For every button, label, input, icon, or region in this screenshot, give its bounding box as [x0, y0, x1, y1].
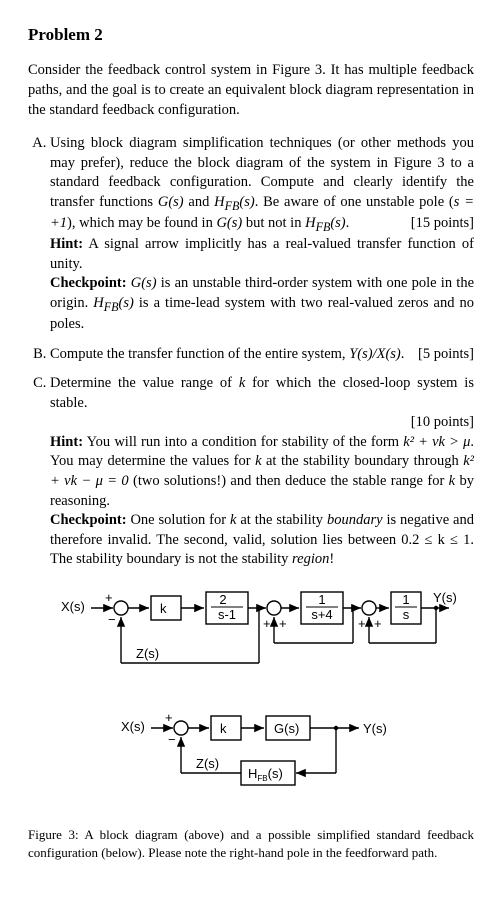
pc1: Determine the value range of [50, 375, 239, 391]
points-b: [5 points] [418, 345, 474, 365]
sum-junction-bottom [174, 721, 188, 735]
b1n: 2 [219, 592, 226, 607]
cpa-g: G(s) [131, 275, 157, 291]
t2: . Be aware of one unstable pole ( [255, 194, 454, 210]
bz: Z(s) [196, 756, 219, 771]
plus1: + [105, 590, 113, 605]
cc1: One solution for [127, 512, 230, 528]
plus2b: + [279, 616, 287, 631]
g2: G(s) [216, 215, 242, 231]
figure-caption: Figure 3: A block diagram (above) and a … [28, 826, 474, 861]
bminus: − [168, 732, 176, 747]
k-label-top: k [160, 601, 167, 616]
per: . [346, 215, 350, 231]
hfb2x: (s) [330, 215, 345, 231]
parts-list: Using block diagram simplification techn… [28, 134, 474, 570]
hfb-sfx: (s) [239, 194, 254, 210]
hfb-sub: FB [225, 199, 240, 213]
hfb: H [214, 194, 224, 210]
top-z-label: Z(s) [136, 646, 159, 661]
t3: ), which may be found in [67, 215, 216, 231]
top-x-label: X(s) [61, 599, 85, 614]
part-b: Compute the transfer function of the ent… [50, 345, 474, 365]
b2n: 1 [318, 592, 325, 607]
intro-paragraph: Consider the feedback control system in … [28, 61, 474, 120]
part-b-text: Compute the transfer function of the ent… [50, 346, 349, 362]
hfb2: H [305, 215, 315, 231]
cp-label-a: Checkpoint: [50, 275, 127, 291]
rgn: region [292, 551, 329, 567]
b3n: 1 [402, 592, 409, 607]
cc2: at the stability [236, 512, 327, 528]
tf: Y(s)/X(s) [349, 346, 401, 362]
points-c: [10 points] [50, 413, 474, 433]
cpa-hs: FB [104, 300, 119, 314]
cpa-h: H [93, 295, 103, 311]
g-of-s: G(s) [158, 194, 184, 210]
bg: G(s) [274, 721, 299, 736]
perb: . [401, 346, 405, 362]
cp-label-c: Checkpoint: [50, 512, 127, 528]
sum-junction-1 [114, 601, 128, 615]
hc3: at the stability boundary through [262, 453, 464, 469]
bot-x: X(s) [121, 719, 145, 734]
eq1: k² + νk > μ [403, 434, 470, 450]
sum-junction-3 [362, 601, 376, 615]
points-a: [15 points] [411, 214, 474, 234]
plus2: + [263, 616, 271, 631]
sum-junction-2 [267, 601, 281, 615]
bdy: boundary [327, 512, 383, 528]
and: and [184, 194, 215, 210]
bplus: + [165, 710, 173, 725]
part-a: Using block diagram simplification techn… [50, 134, 474, 335]
part-c: Determine the value range of k for which… [50, 374, 474, 570]
hint-label-a: Hint: [50, 236, 83, 252]
top-y-label: Y(s) [433, 590, 457, 605]
bk: k [220, 721, 227, 736]
block-diagram-svg: X(s) + − k 2 s-1 1 s+4 1 s Y(s) + + + + … [41, 588, 461, 808]
plus3b: + [374, 616, 382, 631]
figure-3: X(s) + − k 2 s-1 1 s+4 1 s Y(s) + + + + … [28, 588, 474, 862]
b3d: s [403, 607, 410, 622]
hfb2s: FB [316, 220, 331, 234]
cpa-hx: (s) [119, 295, 134, 311]
plus3: + [358, 616, 366, 631]
hint-label-c: Hint: [50, 434, 83, 450]
b1d: s-1 [218, 607, 236, 622]
hc1: You will run into a condition for stabil… [83, 434, 403, 450]
by: Y(s) [363, 721, 387, 736]
rng: 0.2 ≤ k ≤ 1 [401, 532, 470, 548]
exc: ! [329, 551, 334, 567]
hc4: (two solutions!) and then deduce the sta… [129, 473, 449, 489]
t4: but not in [242, 215, 305, 231]
hint-a: A signal arrow implicitly has a real-val… [50, 236, 474, 272]
problem-title: Problem 2 [28, 24, 474, 47]
minus1: − [108, 612, 116, 627]
b2d: s+4 [311, 607, 332, 622]
